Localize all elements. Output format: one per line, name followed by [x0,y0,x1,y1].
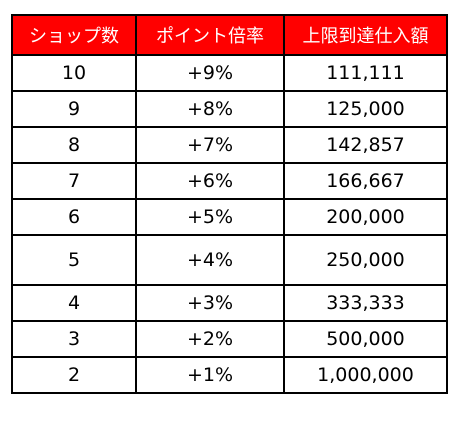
cell-purchase-limit: 250,000 [283,234,448,286]
cell-shop-count: 6 [11,198,137,236]
cell-point-rate: +5% [135,198,285,236]
points-table: ショップ数 ポイント倍率 上限到達仕入額 10 +9% 111,111 9 +8… [11,14,448,394]
table-row: 3 +2% 500,000 [11,320,448,358]
cell-purchase-limit: 1,000,000 [283,356,448,394]
table-row: 6 +5% 200,000 [11,198,448,236]
table-row: 8 +7% 142,857 [11,126,448,164]
table-row: 4 +3% 333,333 [11,284,448,322]
cell-purchase-limit: 125,000 [283,90,448,128]
points-table-container: ショップ数 ポイント倍率 上限到達仕入額 10 +9% 111,111 9 +8… [11,14,448,394]
cell-point-rate: +1% [135,356,285,394]
cell-shop-count: 7 [11,162,137,200]
cell-point-rate: +7% [135,126,285,164]
cell-point-rate: +2% [135,320,285,358]
cell-shop-count: 9 [11,90,137,128]
cell-point-rate: +9% [135,54,285,92]
cell-shop-count: 10 [11,54,137,92]
table-row: 5 +4% 250,000 [11,234,448,286]
cell-shop-count: 3 [11,320,137,358]
table-row: 9 +8% 125,000 [11,90,448,128]
table-header-row: ショップ数 ポイント倍率 上限到達仕入額 [11,14,448,56]
header-purchase-limit: 上限到達仕入額 [283,14,448,56]
table-row: 7 +6% 166,667 [11,162,448,200]
cell-purchase-limit: 500,000 [283,320,448,358]
cell-purchase-limit: 166,667 [283,162,448,200]
table-row: 10 +9% 111,111 [11,54,448,92]
cell-shop-count: 5 [11,234,137,286]
cell-point-rate: +6% [135,162,285,200]
cell-point-rate: +4% [135,234,285,286]
cell-point-rate: +3% [135,284,285,322]
cell-purchase-limit: 142,857 [283,126,448,164]
cell-shop-count: 8 [11,126,137,164]
cell-point-rate: +8% [135,90,285,128]
header-shop-count: ショップ数 [11,14,137,56]
cell-shop-count: 2 [11,356,137,394]
cell-purchase-limit: 333,333 [283,284,448,322]
cell-purchase-limit: 111,111 [283,54,448,92]
cell-purchase-limit: 200,000 [283,198,448,236]
header-point-rate: ポイント倍率 [135,14,285,56]
table-row: 2 +1% 1,000,000 [11,356,448,394]
cell-shop-count: 4 [11,284,137,322]
